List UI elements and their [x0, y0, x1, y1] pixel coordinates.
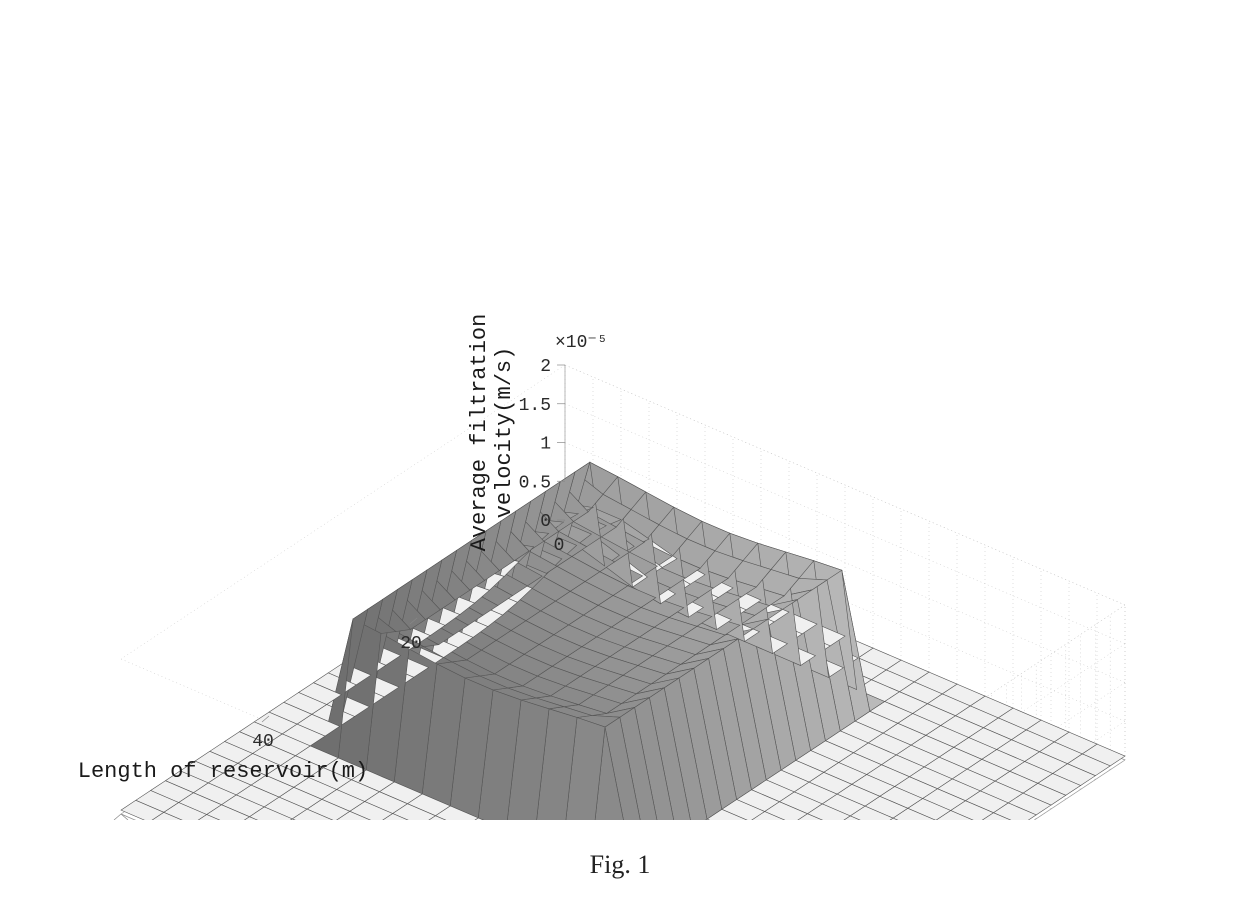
- svg-text:2: 2: [540, 357, 551, 377]
- surface-svg: 00.511.52×10⁻⁵02040606080100120140Length…: [20, 20, 1220, 820]
- svg-text:1: 1: [540, 435, 551, 455]
- svg-text:0: 0: [540, 512, 551, 532]
- svg-text:0: 0: [554, 536, 565, 556]
- svg-text:40: 40: [252, 732, 274, 752]
- svg-text:0.5: 0.5: [519, 473, 551, 493]
- svg-text:1.5: 1.5: [519, 396, 551, 416]
- svg-text:velocity(m/s): velocity(m/s): [492, 347, 517, 519]
- svg-text:Average filtration: Average filtration: [467, 314, 492, 552]
- svg-text:20: 20: [400, 634, 422, 654]
- svg-text:×10⁻⁵: ×10⁻⁵: [555, 333, 608, 353]
- figure-caption: Fig. 1: [590, 850, 651, 880]
- svg-text:Length of reservoir(m): Length of reservoir(m): [78, 759, 368, 784]
- surface-chart: 00.511.52×10⁻⁵02040606080100120140Length…: [20, 20, 1220, 820]
